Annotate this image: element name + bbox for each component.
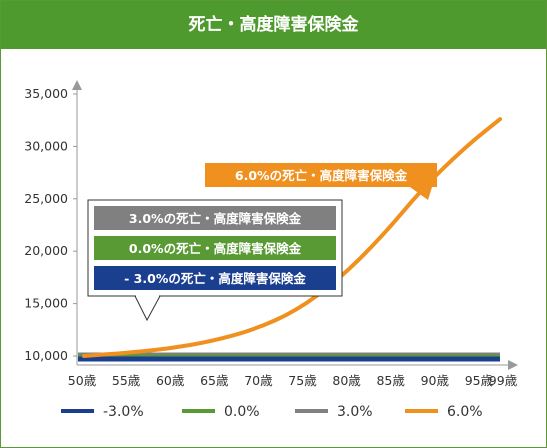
series-line-6.0% [82, 117, 502, 358]
callout-3pct-box [94, 206, 336, 230]
x-tick-label: 55歳 [112, 373, 141, 388]
legend: -3.0% 0.0% 3.0% 6.0% [61, 404, 483, 420]
callout-3pct-text: 3.0%の死亡・高度障害保険金 [129, 211, 302, 226]
y-tick-label: 10,000 [24, 348, 68, 363]
callout-stack-pointer [134, 295, 161, 322]
legend-label-neg3: -3.0% [103, 404, 144, 420]
x-tick-label: 95歳 [465, 373, 494, 388]
callout-6pct: 6.0%の死亡・高度障害保険金 [205, 163, 437, 200]
y-tick-label: 35,000 [24, 86, 68, 101]
callout-6pct-pointer [410, 187, 432, 200]
legend-label-3: 3.0% [337, 404, 373, 420]
legend-label-0: 0.0% [224, 404, 260, 420]
x-tick-label: 85歳 [376, 373, 405, 388]
x-tick-label: 60歳 [156, 373, 185, 388]
callout-0pct-box [94, 236, 336, 260]
callout-neg3pct-box [94, 266, 336, 290]
callout-6pct-box [205, 163, 437, 187]
callout-neg3pct-text: - 3.0%の死亡・高度障害保険金 [124, 271, 306, 286]
x-tick-label: 75歳 [288, 373, 317, 388]
x-tick-label: 90歳 [421, 373, 450, 388]
callout-6pct-text: 6.0%の死亡・高度障害保険金 [235, 168, 408, 183]
legend-label-6: 6.0% [447, 404, 483, 420]
x-tick-label: 99歳 [489, 373, 518, 388]
y-tick-label: 25,000 [24, 191, 68, 206]
y-tick-label: 30,000 [24, 138, 68, 153]
x-tick-label: 70歳 [244, 373, 273, 388]
callout-0pct-text: 0.0%の死亡・高度障害保険金 [129, 241, 302, 256]
y-tick-label: 15,000 [24, 296, 68, 311]
x-tick-label: 50歳 [68, 373, 97, 388]
x-tick-label: 65歳 [200, 373, 229, 388]
chart-title: 死亡・高度障害保険金 [1, 1, 546, 49]
x-tick-label: 80歳 [332, 373, 361, 388]
callout-stack: 3.0%の死亡・高度障害保険金 0.0%の死亡・高度障害保険金 - 3.0%の死… [87, 199, 343, 322]
y-tick-label: 20,000 [24, 243, 68, 258]
x-axis-arrow [508, 360, 518, 370]
y-axis-arrow [72, 80, 82, 90]
